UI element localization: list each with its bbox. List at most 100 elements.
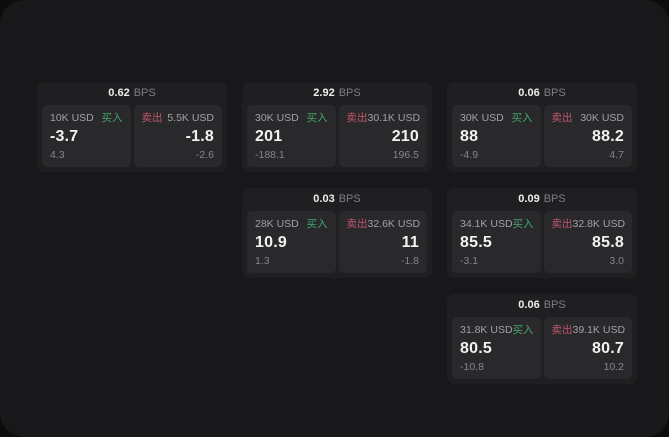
buy-side-label: 买入: [306, 112, 328, 124]
buy-price: 85.5: [460, 233, 492, 251]
sell-panel[interactable]: 卖出 32.6K USD 11 -1.8: [338, 211, 427, 273]
sell-change: 3.0: [609, 255, 624, 267]
buy-panel-top: 28K USD 买入: [255, 218, 328, 230]
buy-change: -4.9: [460, 149, 479, 161]
buy-panel[interactable]: 28K USD 买入 10.9 1.3: [247, 211, 336, 273]
sell-price: 210: [391, 127, 419, 145]
sell-price: 80.7: [592, 339, 624, 357]
buy-change: 4.3: [50, 149, 65, 161]
quote-card: 0.06 BPS 31.8K USD 买入 80.5 -10.8 卖出 39.1…: [447, 294, 637, 384]
sell-change: -1.8: [400, 255, 419, 267]
buy-size: 28K USD: [255, 218, 299, 230]
sell-panel-top: 卖出 32.6K USD: [346, 218, 421, 230]
buy-side-label: 买入: [511, 112, 533, 124]
quote-panels: 28K USD 买入 10.9 1.3 卖出 32.6K USD 11 -1.8: [242, 211, 432, 278]
buy-price: 88: [460, 127, 479, 145]
bps-value: 0.06: [518, 87, 540, 99]
sell-panel-top: 卖出 30.1K USD: [346, 112, 421, 124]
sell-side-label: 卖出: [551, 324, 573, 336]
sell-panel[interactable]: 卖出 30.1K USD 210 196.5: [338, 105, 427, 167]
quote-panels: 31.8K USD 买入 80.5 -10.8 卖出 39.1K USD 80.…: [447, 317, 637, 384]
buy-panel[interactable]: 30K USD 买入 201 -188.1: [247, 105, 336, 167]
buy-panel[interactable]: 31.8K USD 买入 80.5 -10.8: [452, 317, 541, 379]
buy-price: -3.7: [50, 127, 79, 145]
buy-price: 80.5: [460, 339, 492, 357]
sell-panel[interactable]: 卖出 5.5K USD -1.8 -2.6: [133, 105, 222, 167]
sell-change: -2.6: [195, 149, 214, 161]
sell-panel[interactable]: 卖出 30K USD 88.2 4.7: [543, 105, 632, 167]
sell-side-label: 卖出: [551, 218, 573, 230]
sell-size: 5.5K USD: [167, 112, 214, 124]
card-header: 0.06 BPS: [447, 294, 637, 317]
bps-value: 0.62: [108, 87, 130, 99]
buy-change: 1.3: [255, 255, 270, 267]
quote-card: 2.92 BPS 30K USD 买入 201 -188.1 卖出 30.1K …: [242, 82, 432, 172]
buy-price: 10.9: [255, 233, 287, 251]
sell-side-label: 卖出: [551, 112, 573, 124]
sell-side-label: 卖出: [141, 112, 163, 124]
sell-price: 88.2: [592, 127, 624, 145]
sell-change: 10.2: [603, 361, 624, 373]
card-header: 0.03 BPS: [242, 188, 432, 211]
buy-panel-top: 31.8K USD 买入: [460, 324, 534, 336]
buy-panel-top: 10K USD 买入: [50, 112, 123, 124]
buy-side-label: 买入: [101, 112, 123, 124]
bps-unit-label: BPS: [133, 87, 156, 99]
sell-panel-top: 卖出 32.8K USD: [551, 218, 626, 230]
quote-panels: 34.1K USD 买入 85.5 -3.1 卖出 32.8K USD 85.8…: [447, 211, 637, 278]
sell-panel[interactable]: 卖出 39.1K USD 80.7 10.2: [543, 317, 632, 379]
bps-value: 2.92: [313, 87, 335, 99]
sell-size: 32.8K USD: [572, 218, 626, 230]
buy-size: 10K USD: [50, 112, 94, 124]
quote-panels: 30K USD 买入 88 -4.9 卖出 30K USD 88.2 4.7: [447, 105, 637, 172]
buy-size: 34.1K USD: [460, 218, 513, 230]
quote-card: 0.03 BPS 28K USD 买入 10.9 1.3 卖出 32.6K US…: [242, 188, 432, 278]
buy-panel-top: 30K USD 买入: [460, 112, 533, 124]
sell-size: 39.1K USD: [572, 324, 626, 336]
quote-panels: 30K USD 买入 201 -188.1 卖出 30.1K USD 210 1…: [242, 105, 432, 172]
sell-price: 85.8: [592, 233, 624, 251]
bps-unit-label: BPS: [338, 87, 361, 99]
quote-card: 0.06 BPS 30K USD 买入 88 -4.9 卖出 30K USD: [447, 82, 637, 172]
bps-unit-label: BPS: [543, 299, 566, 311]
sell-size: 30K USD: [580, 112, 624, 124]
sell-change: 4.7: [609, 149, 624, 161]
quote-card-grid: 0.62 BPS 10K USD 买入 -3.7 4.3 卖出 5.5K USD: [37, 82, 637, 384]
sell-panel[interactable]: 卖出 32.8K USD 85.8 3.0: [543, 211, 632, 273]
buy-side-label: 买入: [512, 324, 534, 336]
bps-unit-label: BPS: [543, 87, 566, 99]
bps-unit-label: BPS: [543, 193, 566, 205]
bps-unit-label: BPS: [338, 193, 361, 205]
bps-value: 0.09: [518, 193, 540, 205]
sell-change: 196.5: [392, 149, 419, 161]
card-header: 2.92 BPS: [242, 82, 432, 105]
buy-size: 30K USD: [255, 112, 299, 124]
buy-size: 30K USD: [460, 112, 504, 124]
buy-side-label: 买入: [306, 218, 328, 230]
bps-value: 0.03: [313, 193, 335, 205]
buy-panel-top: 34.1K USD 买入: [460, 218, 534, 230]
quote-panels: 10K USD 买入 -3.7 4.3 卖出 5.5K USD -1.8 -2.…: [37, 105, 227, 172]
buy-panel[interactable]: 34.1K USD 买入 85.5 -3.1: [452, 211, 541, 273]
buy-panel-top: 30K USD 买入: [255, 112, 328, 124]
buy-change: -3.1: [460, 255, 479, 267]
card-header: 0.62 BPS: [37, 82, 227, 105]
card-header: 0.09 BPS: [447, 188, 637, 211]
sell-panel-top: 卖出 5.5K USD: [142, 112, 215, 124]
buy-side-label: 买入: [512, 218, 534, 230]
bps-value: 0.06: [518, 299, 540, 311]
buy-price: 201: [255, 127, 283, 145]
buy-panel[interactable]: 30K USD 买入 88 -4.9: [452, 105, 541, 167]
buy-panel[interactable]: 10K USD 买入 -3.7 4.3: [42, 105, 131, 167]
quote-card: 0.09 BPS 34.1K USD 买入 85.5 -3.1 卖出 32.8K…: [447, 188, 637, 278]
sell-side-label: 卖出: [346, 112, 368, 124]
sell-price: -1.8: [185, 127, 214, 145]
sell-panel-top: 卖出 30K USD: [552, 112, 625, 124]
sell-side-label: 卖出: [346, 218, 368, 230]
sell-size: 32.6K USD: [367, 218, 421, 230]
buy-change: -188.1: [255, 149, 285, 161]
card-header: 0.06 BPS: [447, 82, 637, 105]
buy-change: -10.8: [460, 361, 484, 373]
sell-price: 11: [401, 233, 419, 251]
